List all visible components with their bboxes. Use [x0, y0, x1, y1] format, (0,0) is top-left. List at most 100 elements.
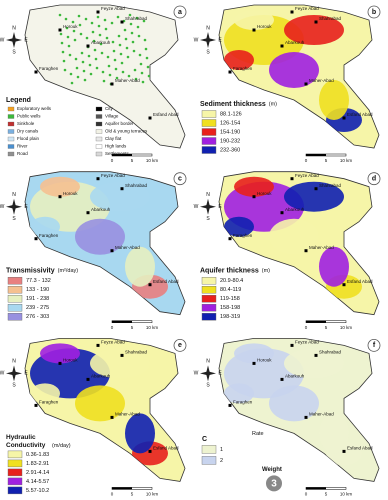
place-label: Esfand Abad	[347, 446, 373, 451]
legend-swatch	[95, 121, 103, 127]
well	[105, 36, 109, 40]
zone	[284, 181, 344, 212]
place-label: Feyze Abad	[101, 173, 125, 178]
place-label: Faraghen	[233, 233, 253, 238]
zone	[234, 176, 274, 197]
panel-letter: c	[178, 176, 182, 183]
well	[137, 34, 141, 38]
legend-swatch	[7, 136, 15, 142]
well	[88, 63, 92, 67]
well	[130, 31, 134, 35]
legend-swatch	[7, 114, 15, 119]
well	[141, 80, 145, 84]
compass-label: N	[12, 192, 16, 198]
city-marker	[290, 343, 294, 347]
place-label: Maher-Abad	[309, 245, 334, 250]
place-label: Shahrabad	[319, 350, 342, 355]
place-label: Horouk	[63, 191, 78, 196]
well	[85, 36, 89, 40]
well	[84, 17, 88, 21]
place-label: Abarkouh	[91, 374, 111, 379]
well	[65, 26, 69, 30]
weight-value: 3	[271, 479, 277, 490]
zone	[75, 218, 125, 255]
well	[107, 64, 111, 68]
place-label: Horouk	[63, 358, 78, 363]
city-marker	[280, 211, 284, 215]
city-marker	[58, 195, 62, 199]
well	[127, 74, 131, 78]
well	[101, 70, 105, 74]
scale-label: 10 km	[146, 492, 159, 497]
panel-letter-circle	[173, 172, 187, 186]
city-marker	[314, 353, 318, 357]
scale-label: 5	[131, 492, 134, 497]
well	[138, 53, 142, 57]
place-label: Maher-Abad	[309, 78, 334, 83]
well	[91, 30, 95, 34]
well	[70, 81, 74, 85]
legend-label: 133 - 190	[26, 287, 49, 293]
compass	[200, 371, 216, 376]
scale-label: 0	[305, 325, 308, 330]
legend-label: River	[17, 144, 28, 149]
well	[119, 52, 123, 56]
legend-swatch	[95, 114, 103, 119]
well	[63, 68, 67, 72]
city-marker	[148, 283, 152, 287]
scale-label: 5	[325, 158, 328, 163]
well	[93, 48, 97, 52]
city-marker	[110, 249, 114, 253]
compass-label: W	[194, 37, 199, 43]
place-label: Horouk	[63, 24, 78, 29]
compass-label: N	[206, 359, 210, 365]
weight-label: Weight	[262, 467, 282, 473]
zone	[284, 15, 344, 45]
legend-label: 1	[220, 447, 223, 453]
well	[81, 60, 85, 64]
place-label: Horouk	[257, 191, 272, 196]
legend-swatch	[7, 151, 15, 157]
legend-label: Aquifer border	[105, 121, 134, 126]
legend-label: 232-360	[220, 147, 240, 153]
place-label: Faraghen	[39, 233, 59, 238]
zone	[40, 176, 80, 197]
legend-title: Hydraulic	[6, 434, 36, 441]
legend-swatch	[201, 128, 217, 136]
legend-label: 5.57-10.2	[26, 488, 49, 494]
zone	[319, 413, 349, 454]
scale-bar	[306, 320, 326, 323]
compass-label: E	[218, 371, 222, 377]
well	[144, 47, 148, 51]
well	[59, 32, 63, 36]
place-label: Shahrabad	[319, 183, 342, 188]
legend-label: 126-154	[220, 120, 240, 126]
panel-letter: f	[373, 342, 376, 349]
legend-swatch	[201, 276, 217, 285]
legend-label: Clay flat	[105, 136, 122, 141]
scale-label: 10 km	[146, 325, 159, 330]
legend-label: 191 - 238	[26, 296, 49, 302]
compass-label: N	[206, 25, 210, 31]
place-label: Feyze Abad	[295, 173, 319, 178]
city-marker	[304, 82, 308, 86]
place-label: Shahrabad	[319, 16, 342, 21]
city-marker	[228, 403, 232, 407]
city-marker	[34, 403, 38, 407]
well	[142, 19, 146, 23]
compass-label: E	[218, 37, 222, 43]
well	[113, 58, 117, 62]
city-marker	[86, 211, 90, 215]
scale-label: 5	[325, 492, 328, 497]
panel-letter-circle	[367, 338, 381, 352]
scale-bar	[112, 487, 132, 490]
well	[100, 51, 104, 55]
well	[89, 72, 93, 76]
zone	[319, 80, 349, 120]
well	[72, 29, 76, 33]
city-marker	[304, 415, 308, 419]
compass-label: W	[194, 204, 199, 210]
city-marker	[252, 361, 256, 365]
compass-label: W	[0, 37, 5, 43]
